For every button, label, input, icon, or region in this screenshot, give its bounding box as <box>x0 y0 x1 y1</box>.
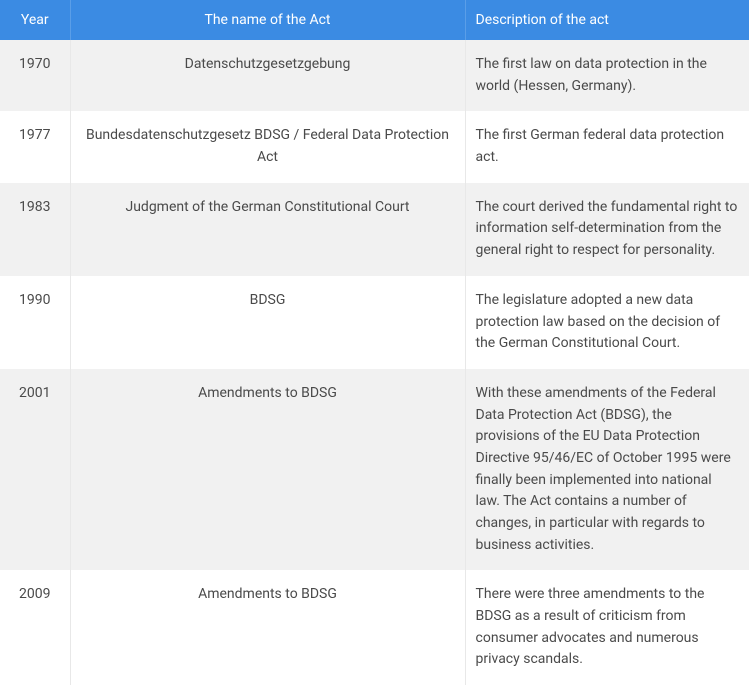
cell-year: 1977 <box>0 111 70 182</box>
header-description: Description of the act <box>465 0 749 40</box>
cell-name: Amendments to BDSG <box>70 570 465 685</box>
cell-description: The first law on data protection in the … <box>465 40 749 111</box>
cell-year: 1983 <box>0 183 70 276</box>
cell-year: 2001 <box>0 369 70 571</box>
table-header: Year The name of the Act Description of … <box>0 0 749 40</box>
table-row: 1970 Datenschutzgesetzgebung The first l… <box>0 40 749 111</box>
table-row: 2001 Amendments to BDSG With these amend… <box>0 369 749 571</box>
cell-description: With these amendments of the Federal Dat… <box>465 369 749 571</box>
table-row: 1990 BDSG The legislature adopted a new … <box>0 276 749 369</box>
header-name: The name of the Act <box>70 0 465 40</box>
table-row: 1977 Bundesdatenschutzgesetz BDSG / Fede… <box>0 111 749 182</box>
cell-description: The first German federal data protection… <box>465 111 749 182</box>
cell-name: Bundesdatenschutzgesetz BDSG / Federal D… <box>70 111 465 182</box>
table-body: 1970 Datenschutzgesetzgebung The first l… <box>0 40 749 685</box>
cell-description: The legislature adopted a new data prote… <box>465 276 749 369</box>
cell-name: Datenschutzgesetzgebung <box>70 40 465 111</box>
cell-name: BDSG <box>70 276 465 369</box>
cell-year: 1970 <box>0 40 70 111</box>
cell-year: 2009 <box>0 570 70 685</box>
cell-description: There were three amendments to the BDSG … <box>465 570 749 685</box>
cell-description: The court derived the fundamental right … <box>465 183 749 276</box>
data-protection-acts-table: Year The name of the Act Description of … <box>0 0 749 685</box>
cell-name: Judgment of the German Constitutional Co… <box>70 183 465 276</box>
header-row: Year The name of the Act Description of … <box>0 0 749 40</box>
table-row: 1983 Judgment of the German Constitution… <box>0 183 749 276</box>
table-row: 2009 Amendments to BDSG There were three… <box>0 570 749 685</box>
header-year: Year <box>0 0 70 40</box>
cell-name: Amendments to BDSG <box>70 369 465 571</box>
cell-year: 1990 <box>0 276 70 369</box>
